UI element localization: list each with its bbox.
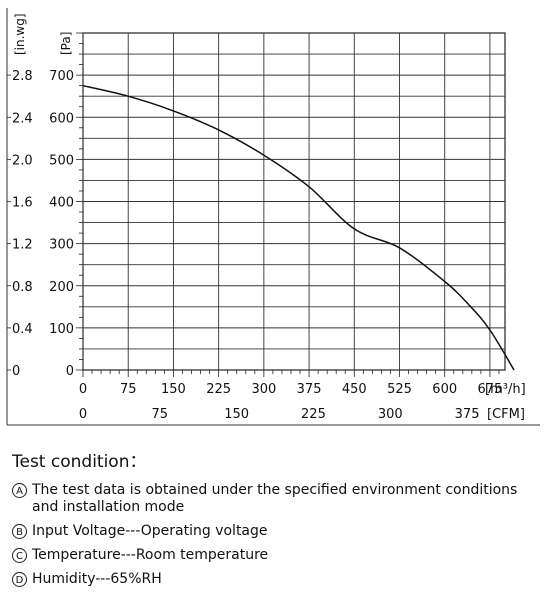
y-tick-label-pa: 600 <box>49 111 74 126</box>
y-tick-label-pa: 300 <box>49 238 74 253</box>
fan-performance-chart: 001000.42000.83001.24001.65002.06002.470… <box>6 8 540 426</box>
test-condition-list: A The test data is obtained under the sp… <box>12 482 542 595</box>
pressure-flow-curve <box>82 84 515 371</box>
chart-tick-labels: 001000.42000.83001.24001.65002.06002.470… <box>12 69 502 422</box>
y-unit-inwg: [in.wg] <box>13 13 27 55</box>
x-tick-label-m3h: 225 <box>206 382 231 397</box>
y-tick-label-inwg: 2.8 <box>12 69 33 84</box>
chart-series <box>82 84 515 371</box>
x-tick-label-m3h: 75 <box>120 382 137 397</box>
test-condition-title: Test condition： <box>12 452 147 472</box>
x-tick-label-cfm: 150 <box>224 407 249 422</box>
chart-ticks <box>7 32 500 377</box>
x-tick-label-m3h: 525 <box>387 382 412 397</box>
y-tick-label-inwg: 0.4 <box>12 322 33 337</box>
condition-text: Humidity---65%RH <box>32 571 162 587</box>
x-tick-label-cfm: 300 <box>378 407 403 422</box>
y-tick-label-pa: 100 <box>49 322 74 337</box>
x-tick-label-m3h: 300 <box>251 382 276 397</box>
y-tick-label-pa: 400 <box>49 196 74 211</box>
condition-item-c: C Temperature---Room temperature <box>12 547 542 564</box>
condition-text: Input Voltage---Operating voltage <box>32 523 268 539</box>
condition-item-d: D Humidity---65%RH <box>12 571 542 588</box>
x-tick-label-cfm: 225 <box>301 407 326 422</box>
y-tick-label-inwg: 1.2 <box>12 238 33 253</box>
circled-a-icon: A <box>12 483 27 498</box>
condition-item-a: A The test data is obtained under the sp… <box>12 482 542 516</box>
y-tick-label-inwg: 2.0 <box>12 153 33 168</box>
y-tick-label-pa: 700 <box>49 69 74 84</box>
y-tick-label-pa: 0 <box>66 364 74 379</box>
x-tick-label-m3h: 675 <box>478 382 503 397</box>
y-tick-label-inwg: 0.8 <box>12 280 33 295</box>
x-tick-label-m3h: 600 <box>432 382 457 397</box>
circled-b-icon: B <box>12 524 27 539</box>
condition-item-b: B Input Voltage---Operating voltage <box>12 523 542 540</box>
x-tick-label-cfm: 0 <box>79 407 87 422</box>
x-tick-label-cfm: 375 <box>455 407 480 422</box>
condition-text: The test data is obtained under the spec… <box>32 482 518 515</box>
circled-d-icon: D <box>12 572 27 587</box>
x-tick-label-m3h: 0 <box>79 382 87 397</box>
x-tick-label-cfm: 75 <box>152 407 169 422</box>
y-tick-label-inwg: 1.6 <box>12 196 33 211</box>
x-tick-label-m3h: 150 <box>161 382 186 397</box>
y-unit-pa: [Pa] <box>59 32 73 55</box>
x-unit-m3h: [m³/h] <box>485 382 526 397</box>
y-tick-label-inwg: 2.4 <box>12 111 33 126</box>
chart-frame <box>6 8 540 426</box>
x-unit-cfm: [CFM] <box>487 407 525 422</box>
x-tick-label-m3h: 375 <box>297 382 322 397</box>
circled-c-icon: C <box>12 548 27 563</box>
y-tick-label-pa: 500 <box>49 153 74 168</box>
y-tick-label-inwg: 0 <box>12 364 20 379</box>
chart-grid <box>82 33 505 370</box>
condition-text: Temperature---Room temperature <box>32 547 269 563</box>
y-tick-label-pa: 200 <box>49 280 74 295</box>
x-tick-label-m3h: 450 <box>342 382 367 397</box>
